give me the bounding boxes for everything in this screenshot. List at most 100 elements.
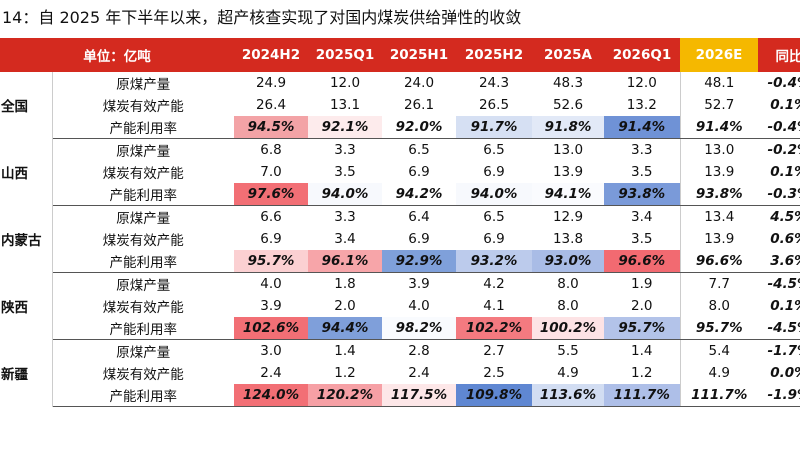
- value-cell: 3.9: [260, 298, 282, 314]
- yoy-cell: -1.9%: [758, 384, 800, 407]
- value-cell: 92.0%: [382, 116, 456, 139]
- value-cell: 24.0: [403, 75, 435, 91]
- value-cell: 91.8%: [532, 116, 604, 139]
- value-cell: 4.1: [483, 298, 505, 314]
- metric-label: 煤炭有效产能: [102, 166, 184, 182]
- value-cell: 95.7%: [679, 317, 758, 340]
- value-cell: 48.3: [552, 75, 584, 91]
- yoy-cell: 0.1%: [770, 164, 800, 180]
- value-cell: 6.9: [483, 164, 505, 180]
- col-header-forecast: 2026E: [680, 38, 758, 72]
- value-cell: 1.4: [334, 343, 356, 359]
- value-cell: 97.6%: [234, 183, 308, 206]
- value-cell: 2.8: [408, 343, 430, 359]
- value-cell: 92.9%: [382, 250, 456, 273]
- region-label: 陕西: [0, 272, 53, 340]
- value-cell: 6.6: [260, 209, 282, 225]
- metric-label: 产能利用率: [52, 183, 234, 206]
- yoy-cell: -0.4%: [767, 75, 800, 91]
- table-row: 煤炭有效产能 7.0 3.5 6.9 6.9 13.9 3.5 13.9 0.1%: [0, 161, 800, 183]
- value-cell: 8.0: [679, 295, 758, 317]
- value-cell: 91.4%: [604, 116, 680, 139]
- value-cell: 113.6%: [532, 384, 604, 407]
- value-cell: 12.0: [626, 75, 657, 91]
- value-cell: 4.0: [408, 298, 430, 314]
- value-cell: 1.9: [631, 276, 653, 292]
- figure-title: 14：自 2025 年下半年以来，超产核查实现了对国内煤炭供给弹性的收敛: [2, 8, 522, 27]
- value-cell: 52.7: [679, 94, 758, 116]
- value-cell: 5.4: [679, 339, 758, 362]
- value-cell: 7.7: [679, 272, 758, 295]
- col-header-yoy: 同比: [758, 38, 800, 72]
- value-cell: 94.1%: [532, 183, 604, 206]
- yoy-cell: 0.1%: [770, 298, 800, 314]
- value-cell: 26.1: [403, 97, 435, 113]
- value-cell: 24.3: [478, 75, 510, 91]
- metric-label: 产能利用率: [52, 317, 234, 340]
- table-row: 煤炭有效产能 3.9 2.0 4.0 4.1 8.0 2.0 8.0 0.1%: [0, 295, 800, 317]
- value-cell: 117.5%: [382, 384, 456, 407]
- value-cell: 4.0: [260, 276, 282, 292]
- value-cell: 1.4: [631, 343, 653, 359]
- yoy-cell: -1.7%: [767, 343, 800, 359]
- value-cell: 6.9: [260, 231, 282, 247]
- coal-capacity-table: 单位：亿吨 2024H2 2025Q1 2025H1 2025H2 2025A …: [0, 38, 800, 407]
- value-cell: 95.7%: [234, 250, 308, 273]
- value-cell: 93.2%: [456, 250, 532, 273]
- value-cell: 98.2%: [382, 317, 456, 340]
- value-cell: 3.5: [631, 164, 653, 180]
- table-row: 产能利用率 124.0% 120.2% 117.5% 109.8% 113.6% 111.7…: [0, 384, 800, 407]
- value-cell: 24.9: [255, 75, 287, 91]
- value-cell: 1.2: [334, 365, 356, 381]
- metric-label: 产能利用率: [52, 384, 234, 407]
- value-cell: 13.9: [679, 228, 758, 250]
- value-cell: 96.1%: [308, 250, 382, 273]
- col-header: 2025H1: [382, 38, 456, 72]
- table-row: 产能利用率 97.6% 94.0% 94.2% 94.0% 94.1% 93.8% 93.8%…: [0, 183, 800, 206]
- value-cell: 13.9: [679, 161, 758, 183]
- value-cell: 48.1: [679, 72, 758, 94]
- value-cell: 13.0: [552, 142, 584, 158]
- table-row: 产能利用率 95.7% 96.1% 92.9% 93.2% 93.0% 96.6% 96.6%…: [0, 250, 800, 273]
- value-cell: 93.0%: [532, 250, 604, 273]
- metric-label: 原煤产量: [116, 77, 171, 93]
- table-row: 煤炭有效产能 6.9 3.4 6.9 6.9 13.8 3.5 13.9 0.6%: [0, 228, 800, 250]
- region-label: 全国: [0, 72, 53, 139]
- value-cell: 95.7%: [604, 317, 680, 340]
- value-cell: 13.2: [626, 97, 657, 113]
- table-row: 产能利用率 102.6% 94.4% 98.2% 102.2% 100.2% 95.7% 95…: [0, 317, 800, 340]
- metric-label: 原煤产量: [116, 211, 171, 227]
- yoy-cell: 3.6%: [758, 250, 800, 273]
- value-cell: 6.5: [483, 142, 505, 158]
- yoy-cell: -4.5%: [767, 276, 800, 292]
- value-cell: 12.0: [329, 75, 361, 91]
- metric-label: 产能利用率: [52, 116, 234, 139]
- table-row: 煤炭有效产能 2.4 1.2 2.4 2.5 4.9 1.2 4.9 0.0%: [0, 362, 800, 384]
- value-cell: 6.9: [483, 231, 505, 247]
- value-cell: 26.5: [478, 97, 510, 113]
- unit-header: 单位：亿吨: [0, 38, 234, 72]
- table-row: 煤炭有效产能 26.4 13.1 26.1 26.5 52.6 13.2 52.7 0.1%: [0, 94, 800, 116]
- yoy-cell: -0.3%: [758, 183, 800, 206]
- value-cell: 13.4: [679, 205, 758, 228]
- region-label: 内蒙古: [0, 205, 53, 273]
- yoy-cell: -4.5%: [758, 317, 800, 340]
- value-cell: 7.0: [260, 164, 282, 180]
- table-row: 内蒙古 原煤产量 6.6 3.3 6.4 6.5 12.9 3.4 13.4 4.5%: [0, 205, 800, 273]
- value-cell: 111.7%: [604, 384, 680, 407]
- value-cell: 102.2%: [456, 317, 532, 340]
- value-cell: 3.4: [631, 209, 653, 225]
- metric-label: 煤炭有效产能: [102, 233, 184, 249]
- metric-label: 原煤产量: [116, 278, 171, 294]
- value-cell: 94.0%: [308, 183, 382, 206]
- value-cell: 4.2: [483, 276, 505, 292]
- col-header: 2025A: [532, 38, 604, 72]
- table-row: 新疆 原煤产量 3.0 1.4 2.8 2.7 5.5 1.4 5.4 -1.7%: [0, 339, 800, 407]
- value-cell: 124.0%: [234, 384, 308, 407]
- col-header: 2026Q1: [604, 38, 680, 72]
- value-cell: 6.5: [408, 142, 430, 158]
- value-cell: 13.8: [552, 231, 584, 247]
- value-cell: 2.7: [483, 343, 505, 359]
- region-label: 新疆: [0, 339, 53, 407]
